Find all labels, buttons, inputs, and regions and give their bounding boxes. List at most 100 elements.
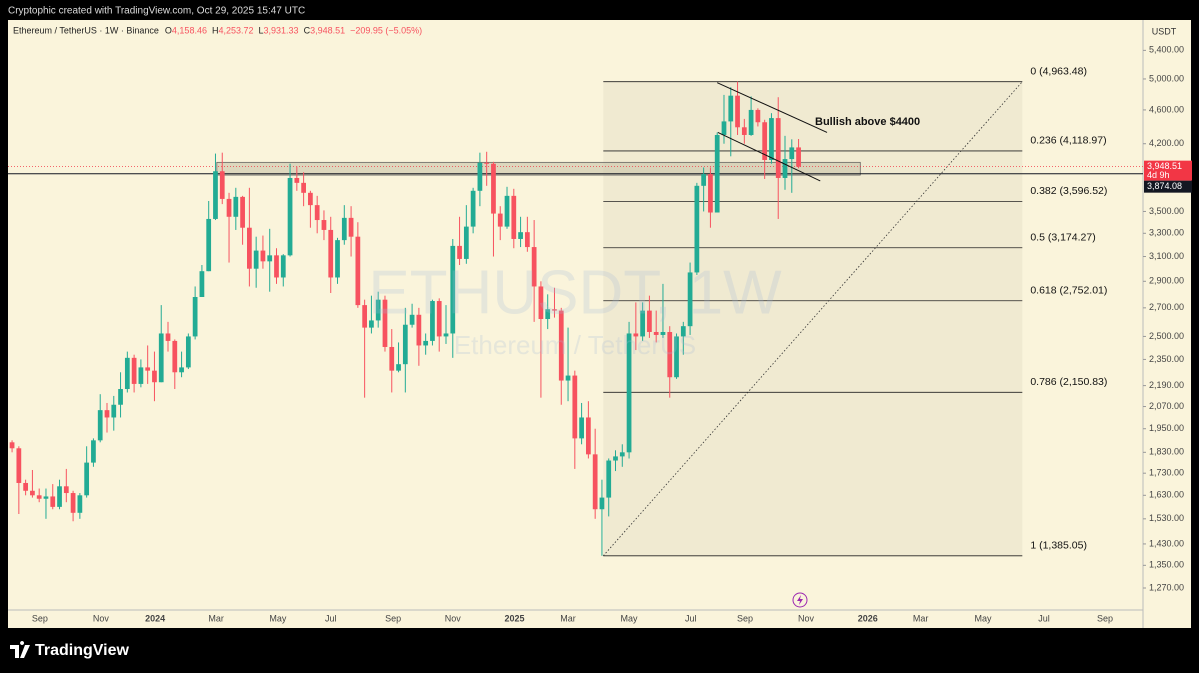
fib-label: 1 (1,385.05) — [1030, 540, 1087, 552]
x-tick-label: Mar — [913, 613, 929, 623]
trendline — [716, 82, 828, 133]
candle-body — [199, 271, 205, 297]
candle-body — [613, 456, 618, 461]
candle-body — [314, 205, 320, 221]
x-tick-label: May — [621, 613, 639, 623]
candle-body — [674, 336, 679, 378]
candle-body — [796, 147, 801, 167]
y-tick-label: 1,270.00 — [1149, 582, 1184, 592]
legend-key: L — [259, 25, 264, 35]
resistance-zone — [216, 161, 861, 176]
candle-body — [409, 314, 415, 325]
candle-body — [504, 195, 510, 227]
candle-body — [457, 245, 462, 259]
candle-body — [328, 229, 334, 278]
candle-body — [572, 375, 578, 439]
candle-body — [524, 232, 530, 248]
candle-body — [708, 174, 713, 213]
x-tick-label: May — [974, 613, 992, 623]
y-tick-label: 2,500.00 — [1149, 331, 1184, 341]
candle-body — [416, 314, 422, 346]
candle-body — [728, 95, 734, 122]
footer-logo: TradingView — [10, 641, 130, 659]
candle-body — [104, 410, 110, 418]
candle-body — [484, 162, 490, 164]
y-tick-label: 2,190.00 — [1149, 380, 1184, 390]
candle-body — [552, 309, 557, 311]
fib-label: 0.382 (3,596.52) — [1030, 185, 1107, 197]
candle-body — [389, 346, 395, 371]
candle-body — [23, 482, 29, 491]
legend-key: O — [165, 25, 172, 35]
candle-body — [16, 448, 22, 483]
candle-body — [748, 109, 754, 135]
candle-body — [680, 326, 686, 337]
candle-body — [714, 134, 720, 213]
x-tick-label: Jul — [1038, 613, 1050, 623]
candle-body — [63, 486, 69, 494]
y-tick-label: 4,200.00 — [1149, 138, 1184, 148]
candle-body — [369, 320, 374, 328]
countdown: 4d 9h — [1147, 170, 1170, 180]
candle-body — [660, 331, 666, 335]
y-tick-label: 1,730.00 — [1149, 468, 1184, 478]
candle-body — [782, 159, 788, 178]
candle-body — [9, 442, 15, 449]
annotation: Bullish above $4400 — [815, 116, 920, 128]
candle-body — [463, 226, 469, 259]
legend-value: 4,253.72 — [218, 25, 253, 35]
y-tick-label: 1,430.00 — [1149, 538, 1184, 548]
legend-symbol: Ethereum / TetherUS · 1W · Binance — [13, 25, 159, 35]
x-tick-label: 2024 — [145, 613, 165, 623]
x-tick-label: 2025 — [504, 613, 524, 623]
fib-label: 0.786 (2,150.83) — [1030, 376, 1107, 388]
y-tick-label: 3,300.00 — [1149, 228, 1184, 238]
y-tick-label: 2,900.00 — [1149, 276, 1184, 286]
price-badge — [1144, 180, 1192, 193]
y-tick-label: 5,400.00 — [1149, 45, 1184, 55]
x-tick-label: Nov — [798, 613, 815, 623]
legend-change: −209.95 (−5.05%) — [350, 25, 422, 35]
icon — [797, 595, 803, 605]
x-tick-label: Sep — [737, 613, 753, 623]
trendline — [717, 131, 821, 182]
candle-body — [260, 250, 266, 262]
candle-body — [247, 227, 252, 269]
y-tick-label: 2,350.00 — [1149, 354, 1184, 364]
x-tick-label: May — [269, 613, 287, 623]
candle-body — [192, 296, 198, 337]
icon — [792, 592, 808, 608]
candle-body — [287, 177, 293, 256]
y-tick-label: 3,100.00 — [1149, 251, 1184, 261]
candle-body — [301, 182, 306, 193]
candle-body — [124, 357, 130, 390]
currency: USDT — [1152, 26, 1177, 36]
candle-body — [518, 232, 523, 239]
candle-body — [131, 357, 137, 384]
y-tick-label: 1,530.00 — [1149, 513, 1184, 523]
candle-body — [647, 310, 652, 332]
y-tick-label: 1,350.00 — [1149, 560, 1184, 570]
legend-value: 3,931.33 — [264, 25, 299, 35]
candle-body — [511, 195, 517, 239]
candle-body — [436, 301, 442, 337]
candle-body — [145, 367, 151, 371]
candle-body — [430, 301, 435, 341]
candle-body — [70, 493, 76, 513]
candle-body — [36, 495, 42, 499]
credit: Cryptophic created with TradingView.com,… — [8, 6, 305, 17]
y-tick-label: 1,830.00 — [1149, 447, 1184, 457]
candle-body — [599, 497, 605, 510]
candle-body — [653, 331, 659, 335]
y-tick-label: 4,600.00 — [1149, 104, 1184, 114]
candle-body — [538, 286, 544, 320]
candle-body — [402, 324, 408, 365]
candle-body — [274, 255, 279, 278]
candle-body — [206, 218, 212, 272]
fib-diagonal — [602, 81, 1023, 557]
candle-body — [470, 190, 476, 227]
watermark: Ethereum / TetherUS — [454, 330, 696, 360]
x-tick-label: Sep — [32, 613, 48, 623]
candle-body — [579, 417, 584, 439]
y-tick-label: 5,000.00 — [1149, 73, 1184, 83]
